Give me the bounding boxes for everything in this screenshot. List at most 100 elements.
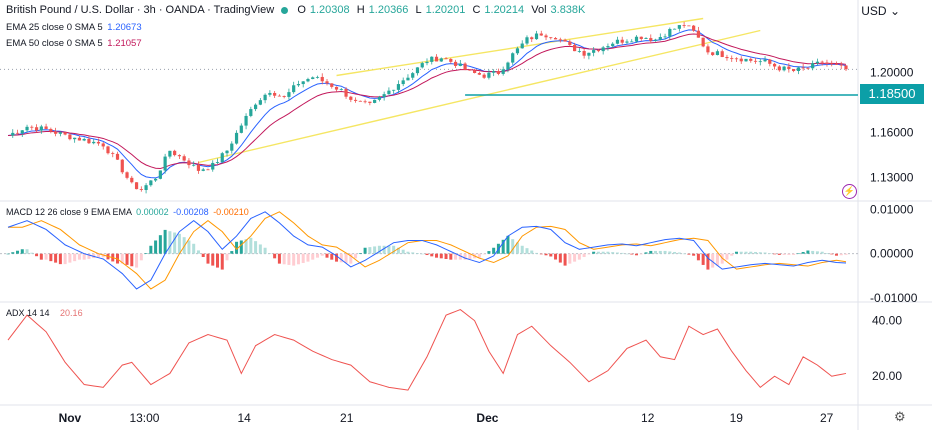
macd-histogram-bar: [658, 250, 662, 254]
macd-histogram-bar: [587, 253, 591, 255]
candle-body: [125, 172, 129, 178]
candle-body: [363, 101, 367, 103]
candle-body: [596, 50, 601, 52]
macd-histogram-bar: [192, 243, 196, 254]
candle-body: [82, 138, 86, 141]
time-tick-label: Nov: [59, 411, 82, 425]
macd-histogram-bar: [582, 253, 586, 258]
macd-histogram-bar: [320, 253, 324, 256]
macd-histogram-bar: [525, 248, 529, 254]
currency-dropdown[interactable]: USD ⌄: [861, 4, 900, 18]
macd-histogram-bar: [135, 253, 139, 268]
candle-body: [806, 67, 810, 69]
macd-histogram-bar: [130, 253, 134, 267]
macd-histogram-bar: [530, 250, 534, 254]
candle-body: [92, 141, 96, 144]
macd-histogram-bar: [258, 244, 262, 254]
candle-body: [787, 66, 791, 70]
candle-body: [139, 189, 143, 190]
candle-body: [39, 126, 43, 131]
macd-histogram-bar: [763, 252, 767, 254]
candle-body: [73, 137, 77, 140]
ema50-legend[interactable]: EMA 50 close 0 SMA 5 1.21057: [6, 38, 142, 49]
candle-body: [430, 56, 434, 62]
macd-histogram-bar: [73, 253, 77, 262]
macd-histogram-bar: [501, 239, 505, 254]
candle-body: [315, 76, 320, 78]
macd-histogram-bar: [296, 253, 300, 265]
candle-body: [277, 95, 281, 97]
price-tick-label: 1.16000: [870, 126, 914, 140]
candle-body: [834, 63, 839, 65]
candle-body: [587, 52, 591, 56]
macd-histogram-bar: [344, 253, 348, 263]
candle-body: [249, 109, 253, 116]
candle-body: [563, 39, 567, 42]
macd-histogram-bar: [668, 251, 672, 254]
macd-histogram-bar: [411, 252, 415, 254]
chart-header: British Pound / U.S. Dollar · 3h · OANDA…: [6, 4, 589, 16]
macd-histogram-bar: [87, 253, 91, 259]
candle-body: [201, 169, 205, 171]
time-tick-label: Dec: [476, 411, 498, 425]
candle-body: [306, 79, 310, 82]
candle-body: [463, 63, 467, 70]
price-tick-label: 1.20000: [870, 66, 914, 80]
macd-histogram-bar: [96, 253, 100, 258]
candle-body: [377, 97, 381, 100]
candle-body: [653, 39, 658, 41]
macd-histogram-bar: [701, 253, 705, 265]
adx-value: 20.16: [60, 308, 83, 318]
candle-body: [182, 156, 186, 161]
candle-body: [334, 86, 339, 90]
candle-body: [130, 177, 134, 183]
macd-histogram-bar: [187, 240, 191, 254]
chevron-down-icon: ⌄: [889, 4, 900, 18]
macd-histogram-bar: [458, 253, 462, 260]
candle-body: [287, 92, 291, 97]
ema25-legend[interactable]: EMA 25 close 0 SMA 5 1.20673: [6, 22, 142, 33]
macd-histogram-bar: [173, 232, 177, 254]
macd-histogram-bar: [554, 253, 558, 260]
gear-icon[interactable]: ⚙: [894, 409, 906, 424]
candle-body: [211, 162, 215, 170]
macd-histogram-bar: [349, 253, 353, 264]
candle-body: [311, 77, 315, 80]
macd-histogram-bar: [335, 253, 339, 262]
candle-body: [558, 39, 562, 41]
ema50-label: EMA 50 close 0 SMA 5: [6, 38, 103, 49]
candle-body: [25, 126, 29, 131]
macd-histogram-bar: [606, 251, 610, 254]
candle-body: [63, 132, 67, 135]
candle-body: [539, 33, 543, 36]
macd-legend[interactable]: MACD 12 26 close 9 EMA EMA 0.00002 -0.00…: [6, 207, 249, 217]
symbol-title[interactable]: British Pound / U.S. Dollar · 3h · OANDA…: [6, 4, 275, 16]
macd-histogram-bar: [644, 252, 648, 254]
candle-body: [244, 115, 248, 126]
macd-histogram-bar: [515, 242, 519, 254]
candle-body: [44, 126, 48, 129]
macd-histogram-bar: [696, 253, 700, 261]
adx-legend[interactable]: ADX 14 14 20.16: [6, 308, 83, 318]
lightning-icon[interactable]: ⚡: [842, 184, 857, 199]
candle-body: [796, 67, 800, 72]
candle-body: [382, 94, 386, 98]
candle-body: [634, 36, 639, 42]
macd-histogram-bar: [301, 253, 305, 263]
candle-body: [292, 85, 296, 93]
candle-body: [692, 25, 696, 31]
macd-histogram-bar: [839, 253, 843, 256]
macd-histogram-bar: [687, 253, 691, 255]
candle-body: [415, 67, 420, 74]
candle-body: [301, 81, 305, 85]
macd-histogram-bar: [482, 253, 486, 255]
candle-body: [68, 134, 72, 140]
candle-body: [515, 48, 520, 54]
candle-body: [401, 80, 405, 85]
candle-body: [511, 53, 515, 63]
macd-histogram-bar: [377, 245, 381, 254]
ema25-label: EMA 25 close 0 SMA 5: [6, 22, 103, 33]
macd-histogram-bar: [177, 233, 181, 254]
macd-histogram-bar: [330, 253, 334, 260]
candle-body: [525, 37, 529, 44]
